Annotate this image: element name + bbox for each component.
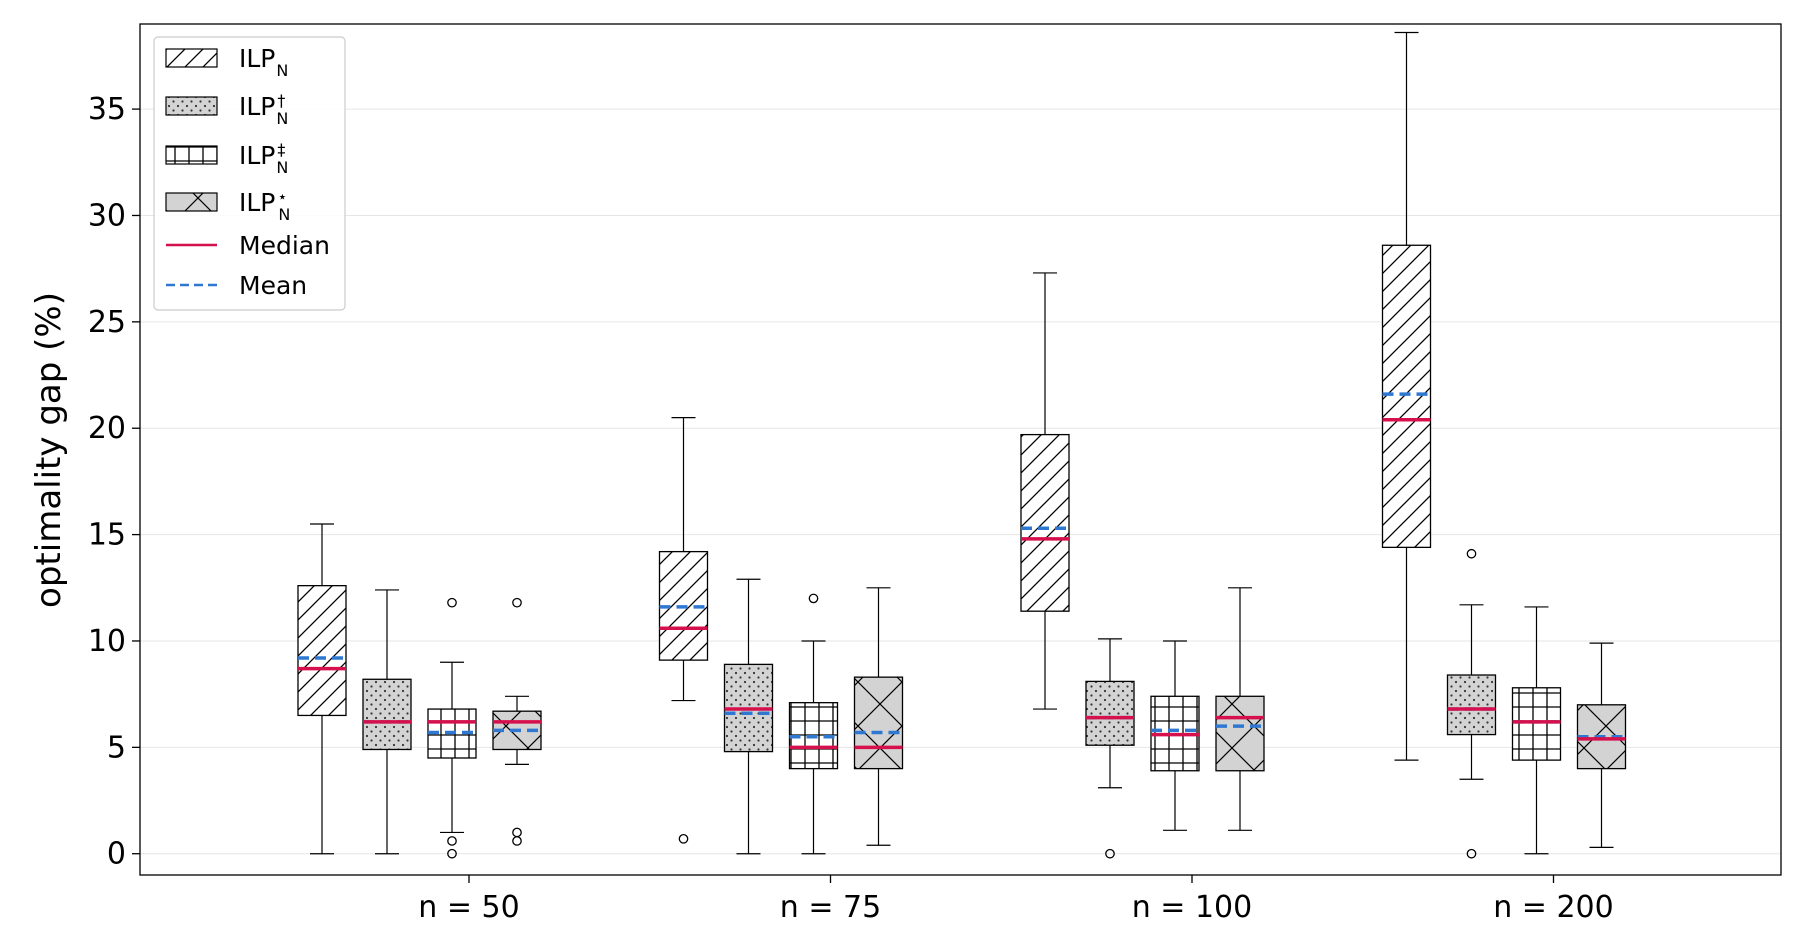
flier-point [512, 836, 522, 846]
legend-label: ILP ‡ N [239, 140, 288, 177]
box-1-1 [723, 578, 774, 855]
box-1-3 [1446, 548, 1497, 859]
y-tick-label: 15 [88, 518, 126, 553]
flier-point [678, 833, 689, 844]
box-3-1 [853, 587, 904, 846]
box-body [1020, 433, 1070, 612]
x-tick-label: n = 200 [1493, 890, 1613, 925]
box-body [1511, 687, 1562, 761]
box-body [1085, 680, 1135, 746]
legend-swatch [165, 96, 218, 116]
box-1-2 [1085, 638, 1135, 859]
box-3-3 [1576, 642, 1627, 848]
flier-point [512, 597, 522, 608]
box-0-0 [297, 523, 347, 855]
box-0-3 [1381, 31, 1432, 761]
axes: 0 5 10 15 20 25 30 35 n = 50 n = 75 n = 100 n = 200 [88, 92, 1614, 925]
x-tick-label: n = 50 [418, 890, 519, 925]
flier-point [447, 836, 457, 846]
box-0-2 [1020, 272, 1070, 710]
box-3-0 [492, 597, 542, 846]
legend-label: ILPN [239, 44, 288, 80]
box-body [362, 678, 412, 751]
x-tick-label: n = 100 [1132, 890, 1252, 925]
legend-frame [153, 36, 346, 311]
legend-swatch [165, 145, 218, 165]
legend: ILPN ILP † N ILP ‡ N ILP ⋆ N Median Mean [153, 36, 346, 311]
y-tick-label: 20 [88, 411, 126, 446]
box-0-1 [658, 416, 709, 844]
y-tick-label: 30 [88, 198, 126, 233]
y-tick-label: 0 [107, 837, 126, 872]
y-tick-label: 5 [107, 730, 126, 765]
box-body [1446, 674, 1497, 736]
box-3-2 [1215, 587, 1265, 831]
legend-swatch [165, 192, 218, 212]
flier-point [512, 827, 522, 838]
box-1-0 [362, 589, 412, 855]
box-body [853, 676, 904, 770]
flier-point [808, 593, 819, 604]
boxes [297, 31, 1627, 859]
x-tick-label: n = 75 [780, 890, 881, 925]
box-2-0 [427, 597, 477, 859]
y-tick-label: 25 [88, 305, 126, 340]
box-2-1 [788, 593, 839, 855]
flier-point [1466, 548, 1477, 559]
box-2-3 [1511, 606, 1562, 855]
flier-point [1466, 848, 1477, 859]
flier-point [447, 848, 457, 859]
legend-label: ILP ⋆ N [239, 187, 290, 224]
box-body [297, 585, 347, 717]
legend-swatch [165, 48, 218, 68]
y-tick-label: 35 [88, 92, 126, 127]
flier-point [1105, 848, 1115, 859]
box-2-2 [1150, 640, 1200, 831]
legend-mean-label: Mean [239, 271, 307, 300]
box-body [1215, 695, 1265, 772]
y-axis-title: optimality gap (%) [29, 292, 69, 608]
plot-area-frame [139, 23, 1782, 876]
y-tick-label: 10 [88, 624, 126, 659]
flier-point [447, 597, 457, 608]
legend-label: ILP † N [239, 91, 288, 128]
box-body [1381, 244, 1432, 549]
gridlines [140, 108, 1781, 855]
legend-median-label: Median [239, 231, 330, 260]
